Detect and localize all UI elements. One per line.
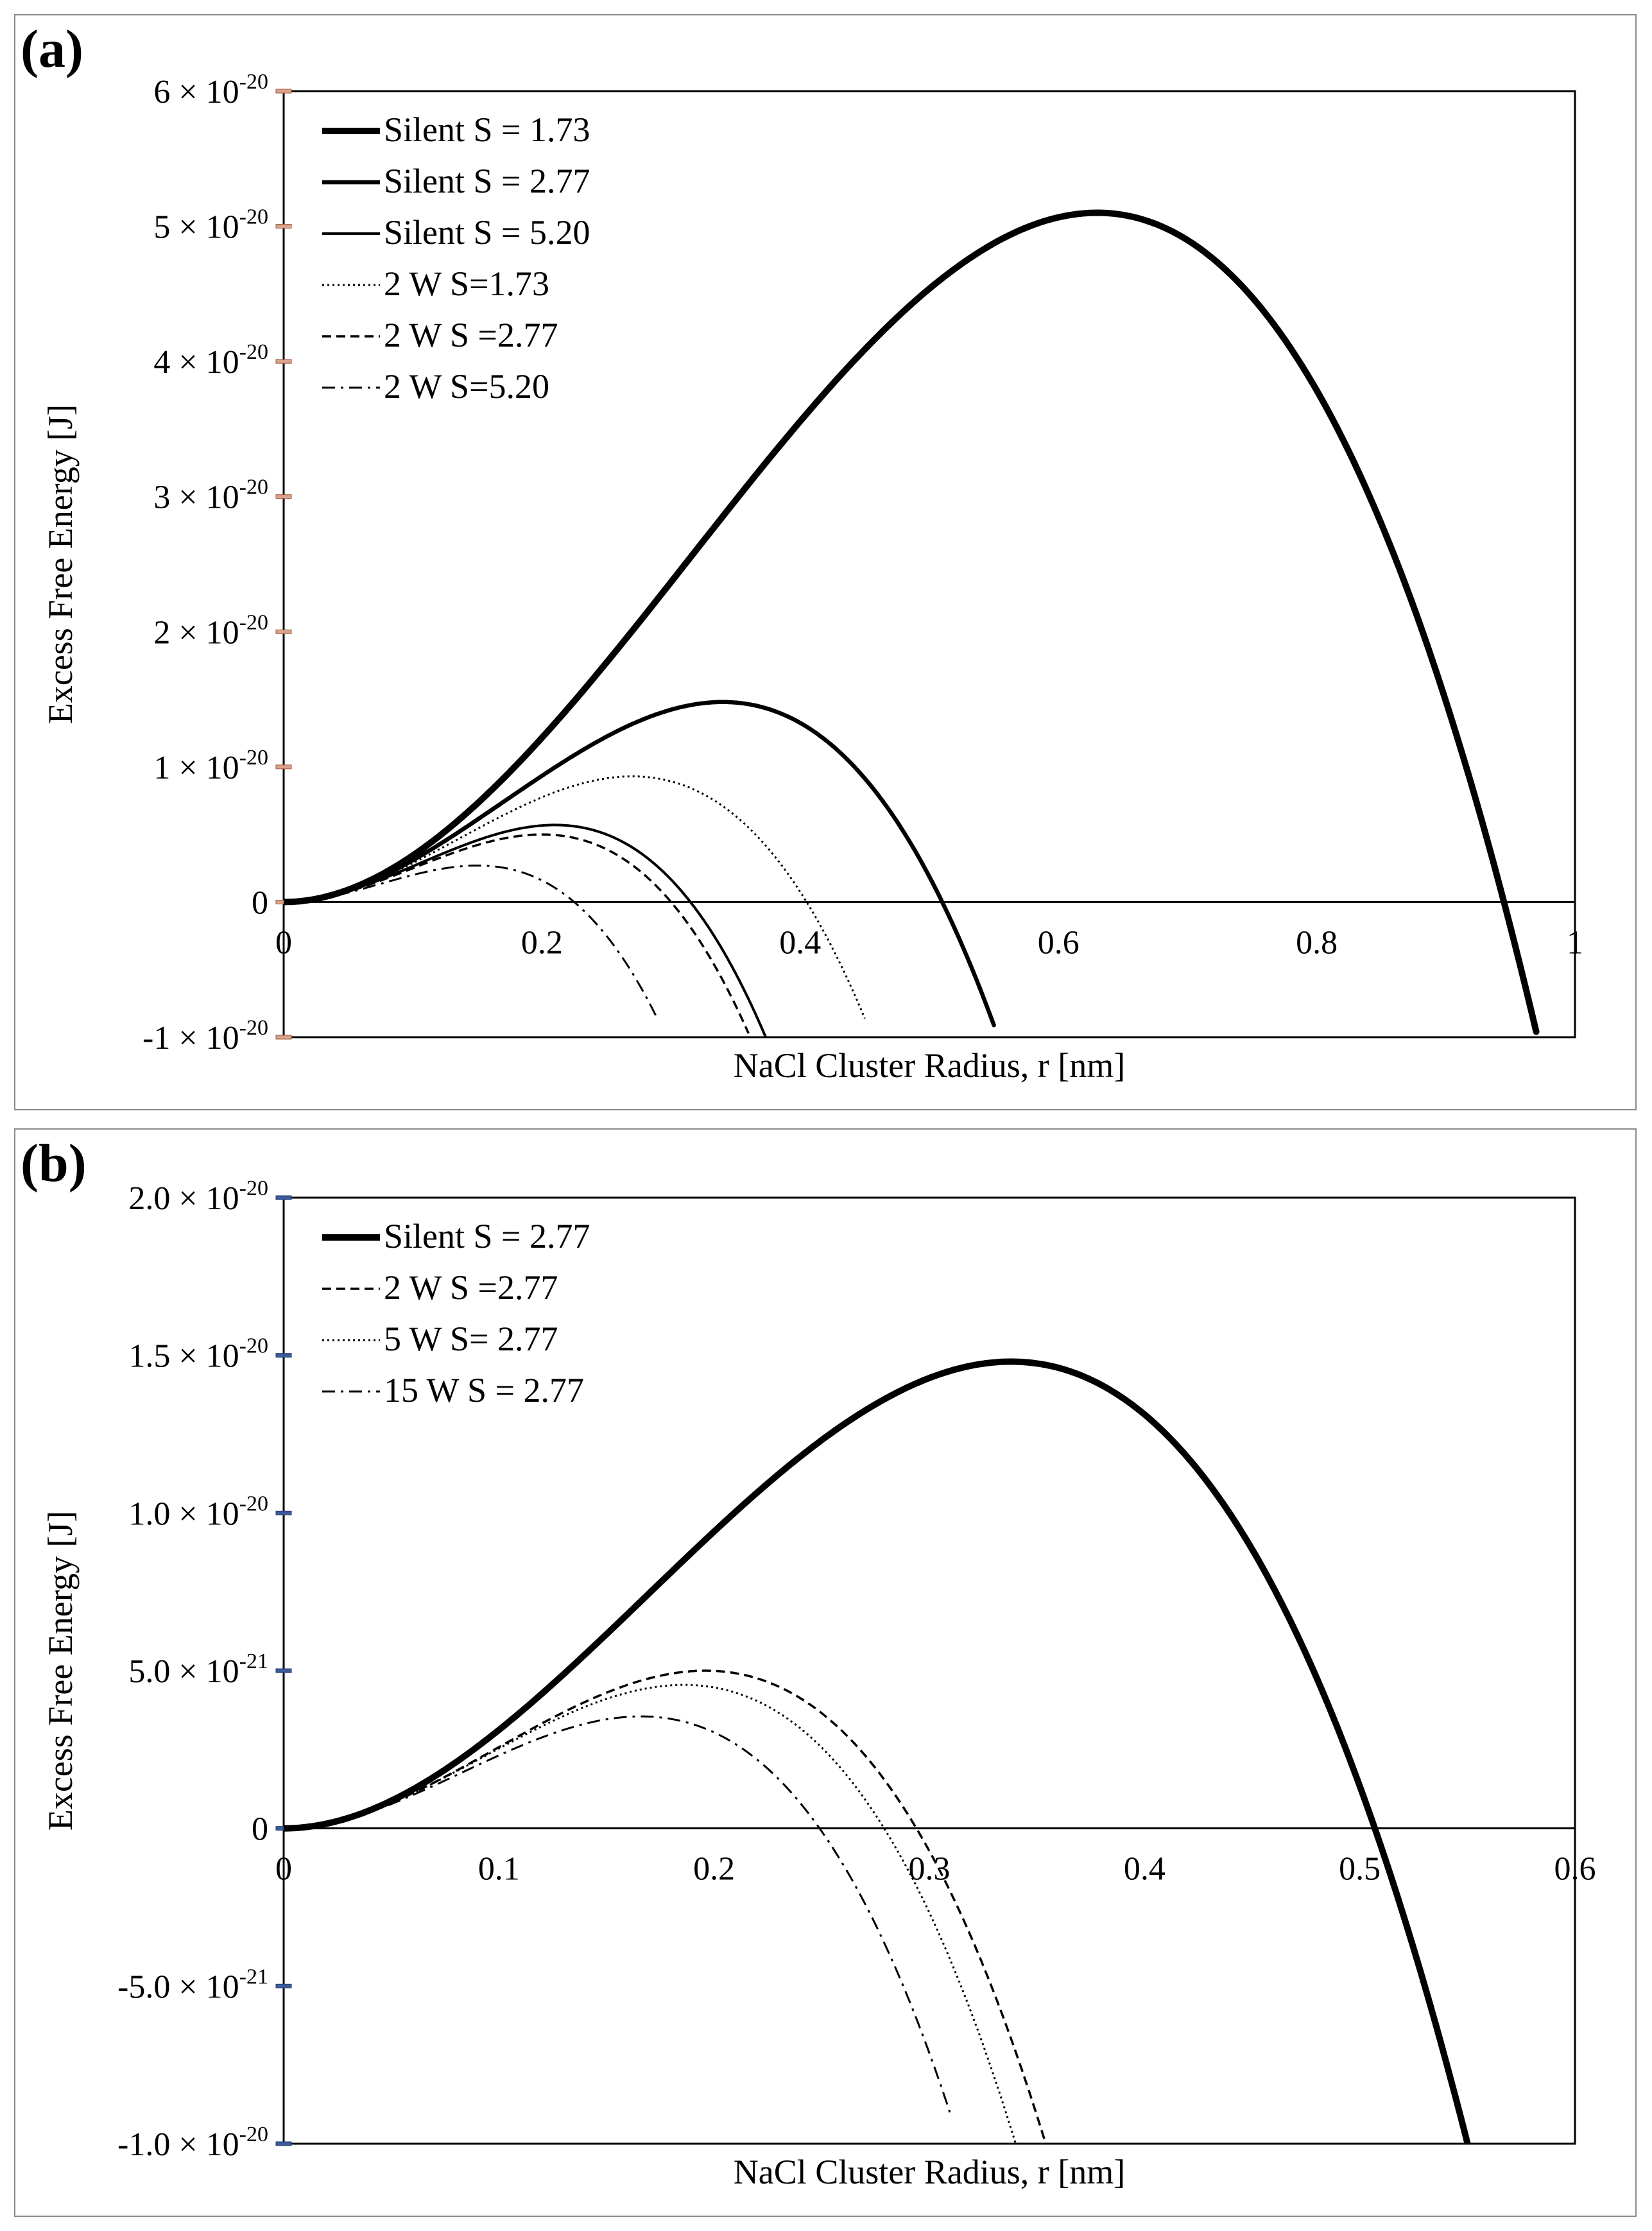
y-axis-title: Excess Free Energy [J] <box>41 1511 80 1830</box>
legend-label: 2 W S=5.20 <box>384 367 549 406</box>
y-tick-mark <box>275 494 292 499</box>
legend-label: 15 W S = 2.77 <box>384 1371 584 1409</box>
x-axis-title: NaCl Cluster Radius, r [nm] <box>734 2153 1125 2191</box>
y-tick-mark <box>275 1510 292 1515</box>
legend-label: 2 W S=1.73 <box>384 264 549 303</box>
y-tick-mark <box>275 1353 292 1358</box>
y-tick-mark <box>275 224 292 229</box>
x-tick-label: 0.8 <box>1296 924 1338 961</box>
y-tick-label: 1.0 × 10-20 <box>128 1492 268 1532</box>
legend-label: 2 W S =2.77 <box>384 316 558 354</box>
y-tick-mark <box>275 1035 292 1040</box>
y-tick-label: -5.0 × 10-21 <box>117 1965 268 2005</box>
x-tick-label: 0.6 <box>1038 924 1080 961</box>
legend-label: Silent S = 1.73 <box>384 110 590 149</box>
x-tick-label: 0.1 <box>478 1851 520 1888</box>
y-tick-label: 0 <box>252 1811 268 1848</box>
panel-a-label: (a) <box>21 19 83 79</box>
x-tick-label: 0 <box>275 924 292 961</box>
x-axis-title: NaCl Cluster Radius, r [nm] <box>734 1046 1125 1085</box>
series-line <box>284 775 866 1019</box>
series-line <box>284 1358 1471 2144</box>
y-tick-label: 1.5 × 10-20 <box>128 1334 268 1375</box>
x-tick-label: 0.4 <box>1124 1851 1166 1888</box>
y-tick-mark <box>275 2141 292 2146</box>
x-tick-label: 0.5 <box>1339 1851 1381 1888</box>
y-tick-label: 6 × 10-20 <box>153 70 268 110</box>
series-line <box>284 209 1540 1035</box>
legend-label: 5 W S= 2.77 <box>384 1320 558 1358</box>
x-tick-label: 0.2 <box>693 1851 735 1888</box>
series-line <box>284 865 659 1021</box>
x-tick-label: 0.6 <box>1554 1851 1596 1888</box>
series-line <box>284 1684 1017 2144</box>
y-tick-mark <box>275 1983 292 1988</box>
y-tick-mark <box>275 1195 292 1200</box>
x-tick-label: 1 <box>1567 924 1583 961</box>
y-tick-label: 5 × 10-20 <box>153 205 268 246</box>
y-tick-mark <box>275 89 292 94</box>
legend-label: Silent S = 5.20 <box>384 213 590 252</box>
y-tick-label: -1 × 10-20 <box>142 1016 268 1056</box>
series-line <box>284 1669 1047 2144</box>
y-tick-label: 2 × 10-20 <box>153 610 268 651</box>
x-tick-label: 0 <box>275 1851 292 1888</box>
y-tick-mark <box>275 1668 292 1673</box>
x-tick-label: 0.2 <box>521 924 563 961</box>
plot-area <box>282 90 1576 1038</box>
y-tick-mark <box>275 359 292 364</box>
panel-b-label: (b) <box>21 1133 87 1193</box>
y-tick-label: 4 × 10-20 <box>153 340 268 381</box>
legend-label: Silent S = 2.77 <box>384 1217 590 1255</box>
y-tick-label: 5.0 × 10-21 <box>128 1650 268 1690</box>
y-axis-title: Excess Free Energy [J] <box>41 404 80 724</box>
y-tick-label: 3 × 10-20 <box>153 476 268 516</box>
series-line <box>284 1715 952 2116</box>
x-tick-label: 0.4 <box>779 924 821 961</box>
chart-b: -1.0 × 10-20 -5.0 × 10-21 0 5.0 × 10-21 1.0 … <box>41 1176 1596 2191</box>
y-tick-mark <box>275 764 292 770</box>
panel-a: (a) -1 × 10-20 0 1 × 10-20 2 × 10-20 3 × 10-… <box>14 14 1637 1110</box>
legend-label: Silent S = 2.77 <box>384 162 590 200</box>
y-tick-label: 1 × 10-20 <box>153 746 268 786</box>
panel-b: (b) -1.0 × 10-20 -5.0 × 10-21 0 5.0 × 10-21… <box>14 1128 1637 2217</box>
legend-label: 2 W S =2.77 <box>384 1268 558 1307</box>
series-line <box>284 700 996 1028</box>
y-tick-label: -1.0 × 10-20 <box>117 2123 268 2163</box>
series-line <box>284 833 750 1034</box>
y-tick-mark <box>275 629 292 634</box>
y-tick-label: 2.0 × 10-20 <box>128 1176 268 1217</box>
chart-a: -1 × 10-20 0 1 × 10-20 2 × 10-20 3 × 10-20 4 … <box>41 70 1583 1085</box>
y-tick-label: 0 <box>252 884 268 921</box>
x-tick-label: 0.3 <box>909 1851 951 1888</box>
